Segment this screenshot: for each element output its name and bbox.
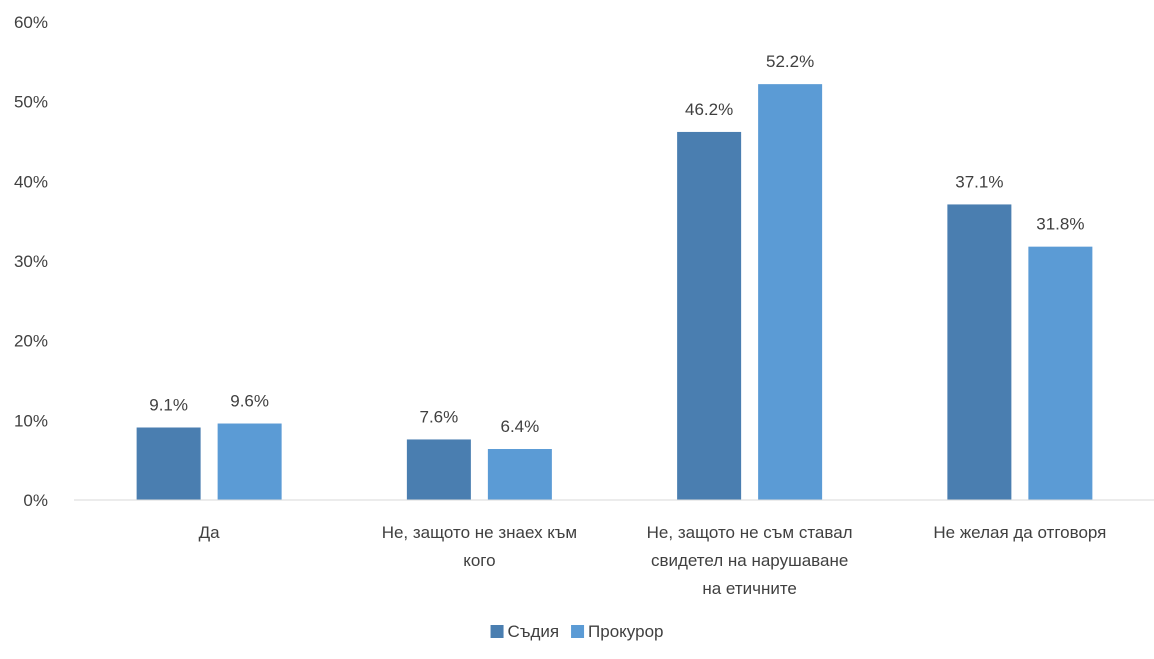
legend-label: Съдия — [508, 622, 560, 641]
data-label: 7.6% — [420, 407, 459, 426]
data-label: 6.4% — [501, 417, 540, 436]
legend-swatch — [571, 625, 585, 638]
bar — [1028, 246, 1093, 500]
y-tick-label: 10% — [14, 411, 48, 430]
x-category-label: на етичните — [702, 579, 797, 598]
x-category-label: кого — [463, 551, 495, 570]
x-category-label: Да — [199, 523, 221, 542]
y-tick-label: 50% — [14, 93, 48, 112]
legend-label: Прокурор — [588, 622, 663, 641]
bar — [487, 449, 552, 500]
y-tick-label: 0% — [23, 491, 48, 510]
x-category-label: Не, защото не знаех към — [382, 523, 577, 542]
bar — [947, 204, 1012, 501]
y-tick-label: 30% — [14, 252, 48, 271]
bar — [758, 84, 823, 500]
x-category-label: свидетел на нарушаване — [651, 551, 848, 570]
x-category-label: Не желая да отговоря — [933, 523, 1106, 542]
data-label: 37.1% — [955, 172, 1003, 191]
data-label: 9.6% — [230, 392, 269, 411]
y-tick-label: 40% — [14, 172, 48, 191]
bar — [677, 131, 742, 500]
bar — [136, 427, 201, 500]
bar — [217, 423, 282, 500]
bar — [406, 439, 471, 500]
x-category-label: Не, защото не съм ставал — [647, 523, 853, 542]
legend-swatch — [490, 625, 504, 638]
y-tick-label: 60% — [14, 13, 48, 32]
data-label: 46.2% — [685, 100, 733, 119]
data-label: 31.8% — [1036, 215, 1084, 234]
data-label: 52.2% — [766, 52, 814, 71]
data-label: 9.1% — [149, 396, 188, 415]
y-tick-label: 20% — [14, 332, 48, 351]
